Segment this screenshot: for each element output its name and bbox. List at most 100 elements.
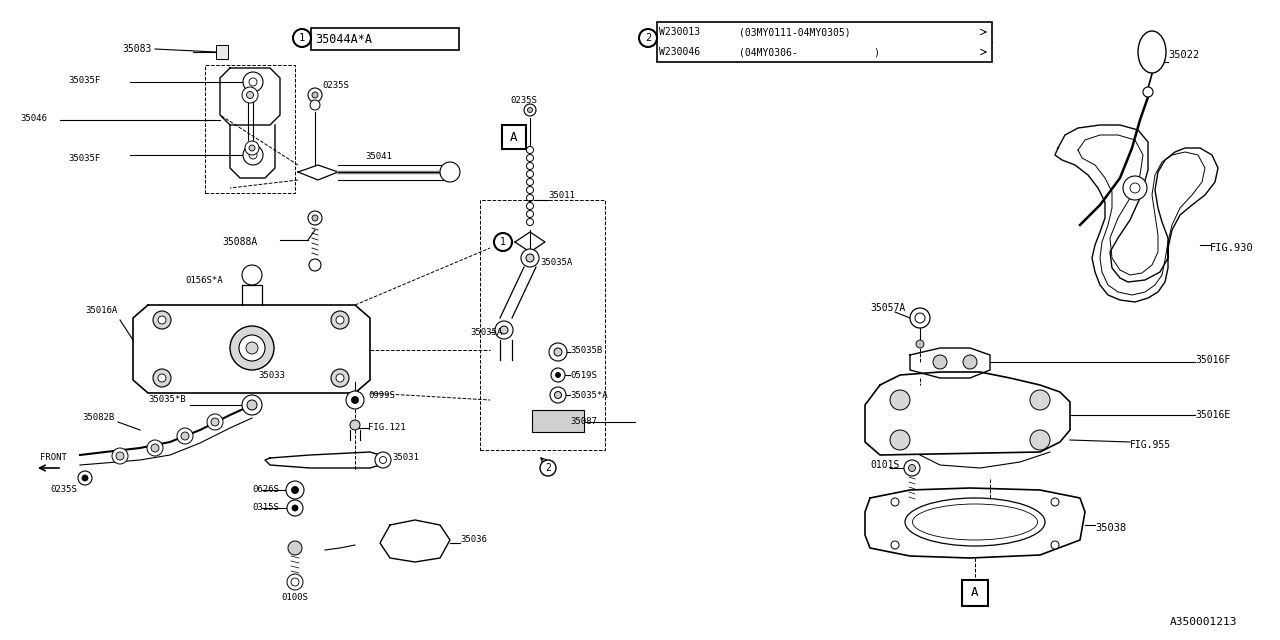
Circle shape [549, 343, 567, 361]
Circle shape [915, 313, 925, 323]
Circle shape [550, 387, 566, 403]
Circle shape [527, 108, 532, 113]
Bar [205, 65, 294, 193]
Circle shape [500, 326, 508, 334]
Text: 0315S: 0315S [252, 504, 279, 513]
Text: 35016E: 35016E [1196, 410, 1230, 420]
Circle shape [963, 355, 977, 369]
Text: 35031: 35031 [392, 454, 419, 463]
Text: A350001213: A350001213 [1170, 617, 1238, 627]
Text: 35057A: 35057A [870, 303, 905, 313]
Text: FRONT: FRONT [40, 454, 67, 463]
Circle shape [440, 162, 460, 182]
Text: 0235S: 0235S [509, 95, 536, 104]
Circle shape [337, 316, 344, 324]
Circle shape [891, 498, 899, 506]
Circle shape [890, 430, 910, 450]
Circle shape [526, 163, 534, 170]
Text: W230013: W230013 [659, 27, 700, 37]
Text: 35046: 35046 [20, 113, 47, 122]
Circle shape [308, 88, 323, 102]
Circle shape [639, 29, 657, 47]
Bar [532, 410, 584, 432]
Circle shape [292, 486, 298, 493]
Circle shape [247, 92, 253, 99]
Circle shape [285, 481, 305, 499]
Circle shape [550, 368, 564, 382]
Text: 0626S: 0626S [252, 486, 279, 495]
Circle shape [157, 374, 166, 382]
Text: 0100S: 0100S [282, 593, 308, 602]
Circle shape [157, 316, 166, 324]
Circle shape [524, 104, 536, 116]
Circle shape [337, 374, 344, 382]
Text: 35035A: 35035A [540, 257, 572, 266]
Circle shape [116, 452, 124, 460]
Circle shape [242, 395, 262, 415]
Circle shape [244, 141, 259, 155]
Circle shape [250, 151, 257, 159]
Text: 0156S*A: 0156S*A [186, 275, 223, 285]
Circle shape [332, 369, 349, 387]
Circle shape [1051, 541, 1059, 549]
Circle shape [495, 321, 513, 339]
Bar [480, 200, 605, 450]
Text: 35016F: 35016F [1196, 355, 1230, 365]
Circle shape [147, 440, 163, 456]
Circle shape [312, 215, 317, 221]
Text: 2: 2 [645, 33, 652, 43]
Text: 35016A: 35016A [84, 305, 118, 314]
Circle shape [82, 475, 88, 481]
Circle shape [246, 342, 259, 354]
Circle shape [1051, 498, 1059, 506]
Circle shape [379, 456, 387, 463]
Circle shape [308, 259, 321, 271]
Text: 2: 2 [545, 463, 550, 473]
Circle shape [242, 87, 259, 103]
Text: FIG.121: FIG.121 [369, 424, 406, 433]
Circle shape [310, 100, 320, 110]
Text: 0519S: 0519S [570, 371, 596, 380]
Circle shape [526, 218, 534, 225]
Circle shape [526, 179, 534, 186]
Circle shape [239, 335, 265, 361]
Text: 35035F: 35035F [68, 154, 100, 163]
Circle shape [526, 211, 534, 218]
Text: 35035F: 35035F [68, 76, 100, 84]
Bar [963, 580, 988, 606]
Text: 1: 1 [500, 237, 506, 247]
Circle shape [910, 308, 931, 328]
Circle shape [375, 452, 390, 468]
Text: W230046: W230046 [659, 47, 700, 57]
Circle shape [1130, 183, 1140, 193]
Bar [216, 45, 228, 59]
Circle shape [1030, 430, 1050, 450]
Circle shape [349, 420, 360, 430]
Circle shape [292, 505, 298, 511]
Text: 35082B: 35082B [82, 413, 114, 422]
Circle shape [909, 465, 915, 472]
Circle shape [154, 369, 172, 387]
Circle shape [554, 348, 562, 356]
Circle shape [346, 391, 364, 409]
Circle shape [352, 397, 358, 403]
Circle shape [554, 392, 562, 399]
Circle shape [526, 186, 534, 193]
Circle shape [308, 211, 323, 225]
Circle shape [526, 195, 534, 202]
Text: 35088A: 35088A [221, 237, 257, 247]
Bar [502, 125, 526, 149]
Text: 35035*B: 35035*B [148, 396, 186, 404]
Circle shape [526, 154, 534, 161]
Circle shape [556, 372, 561, 378]
Circle shape [243, 72, 262, 92]
Circle shape [242, 265, 262, 285]
Circle shape [890, 390, 910, 410]
Circle shape [891, 541, 899, 549]
Text: 35011: 35011 [548, 191, 575, 200]
Text: 35044A*A: 35044A*A [315, 33, 372, 45]
Circle shape [904, 460, 920, 476]
Circle shape [180, 432, 189, 440]
Ellipse shape [913, 504, 1038, 540]
Circle shape [312, 92, 317, 98]
